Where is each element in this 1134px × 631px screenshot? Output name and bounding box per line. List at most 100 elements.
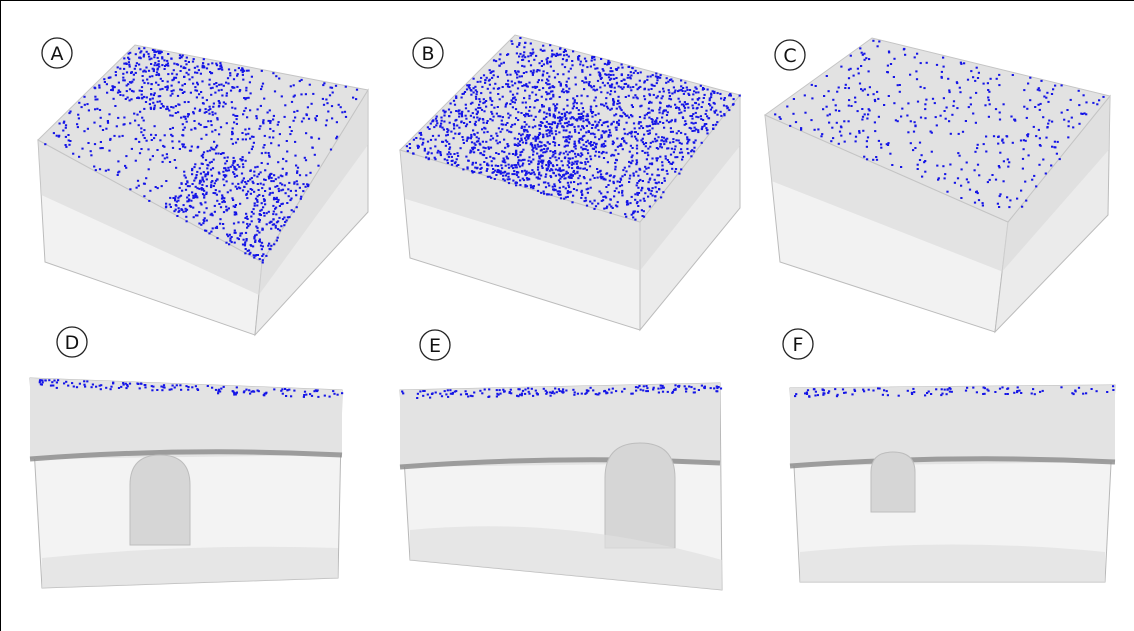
blue-point (542, 75, 544, 77)
blue-point (203, 58, 205, 60)
blue-point (860, 88, 862, 90)
blue-point (642, 141, 644, 143)
blue-point (468, 160, 470, 162)
blue-point (246, 238, 248, 240)
blue-point (274, 186, 276, 188)
blue-point (515, 184, 517, 186)
blue-point (1092, 102, 1094, 104)
blue-point (800, 127, 802, 129)
blue-point (545, 116, 547, 118)
blue-point (276, 185, 278, 187)
blue-point (224, 201, 226, 203)
blue-point (638, 385, 640, 387)
blue-point (552, 151, 554, 153)
blue-point (223, 167, 225, 169)
blue-point (622, 148, 624, 150)
blue-point (503, 158, 505, 160)
blue-point (162, 161, 164, 163)
blue-point (222, 196, 224, 198)
blue-point (262, 119, 264, 121)
blue-point (232, 127, 234, 129)
blue-point (874, 99, 876, 101)
blue-point (1057, 141, 1059, 143)
blue-point (232, 143, 234, 145)
blue-point (223, 211, 225, 213)
blue-point (697, 129, 699, 131)
blue-point (998, 84, 1000, 86)
blue-point (178, 207, 180, 209)
blue-point (563, 91, 565, 93)
blue-point (172, 107, 174, 109)
blue-point (613, 114, 615, 116)
blue-point (489, 118, 491, 120)
blue-point (150, 134, 152, 136)
blue-point (223, 227, 225, 229)
blue-point (305, 186, 307, 188)
blue-point (862, 130, 864, 132)
blue-point (635, 84, 637, 86)
blue-point (898, 395, 900, 397)
blue-point (661, 165, 663, 167)
blue-point (329, 94, 331, 96)
blue-point (122, 77, 124, 79)
blue-point (557, 73, 559, 75)
blue-point (489, 176, 491, 178)
blue-point (642, 138, 644, 140)
blue-point (547, 93, 549, 95)
blue-point (235, 392, 237, 394)
blue-point (604, 63, 606, 65)
blue-point (538, 160, 540, 162)
blue-point (565, 129, 567, 131)
blue-point (652, 141, 654, 143)
blue-point (161, 389, 163, 391)
blue-point (691, 122, 693, 124)
blue-point (692, 107, 694, 109)
blue-point (693, 147, 695, 149)
blue-point (166, 157, 168, 159)
blue-point (254, 241, 256, 243)
blue-point (184, 146, 186, 148)
blue-point (261, 202, 263, 204)
blue-point (633, 175, 635, 177)
blue-point (617, 201, 619, 203)
blue-point (226, 180, 228, 182)
blue-point (293, 120, 295, 122)
blue-point (232, 390, 234, 392)
blue-point (263, 98, 265, 100)
blue-point (701, 128, 703, 130)
blue-point (924, 117, 926, 119)
blue-point (673, 151, 675, 153)
blue-point (562, 58, 564, 60)
blue-point (574, 391, 576, 393)
blue-point (634, 94, 636, 96)
blue-point (603, 157, 605, 159)
blue-point (202, 97, 204, 99)
blue-point (654, 200, 656, 202)
blue-point (203, 151, 205, 153)
blue-point (659, 143, 661, 145)
blue-point (305, 132, 307, 134)
blue-point (657, 157, 659, 159)
blue-point (509, 114, 511, 116)
blue-point (1024, 181, 1026, 183)
blue-point (561, 117, 563, 119)
blue-point (505, 175, 507, 177)
blue-point (854, 97, 856, 99)
blue-point (466, 140, 468, 142)
blue-point (447, 389, 449, 391)
blue-point (489, 69, 491, 71)
blue-point (238, 67, 240, 69)
blue-point (412, 152, 414, 154)
blue-point (251, 76, 253, 78)
blue-point (183, 175, 185, 177)
blue-point (904, 54, 906, 56)
blue-point (499, 389, 501, 391)
blue-point (465, 390, 467, 392)
blue-point (100, 141, 102, 143)
blue-point (356, 89, 358, 91)
blue-point (1068, 120, 1070, 122)
blue-point (636, 182, 638, 184)
blue-point (655, 73, 657, 75)
blue-point (508, 182, 510, 184)
blue-point (262, 245, 264, 247)
